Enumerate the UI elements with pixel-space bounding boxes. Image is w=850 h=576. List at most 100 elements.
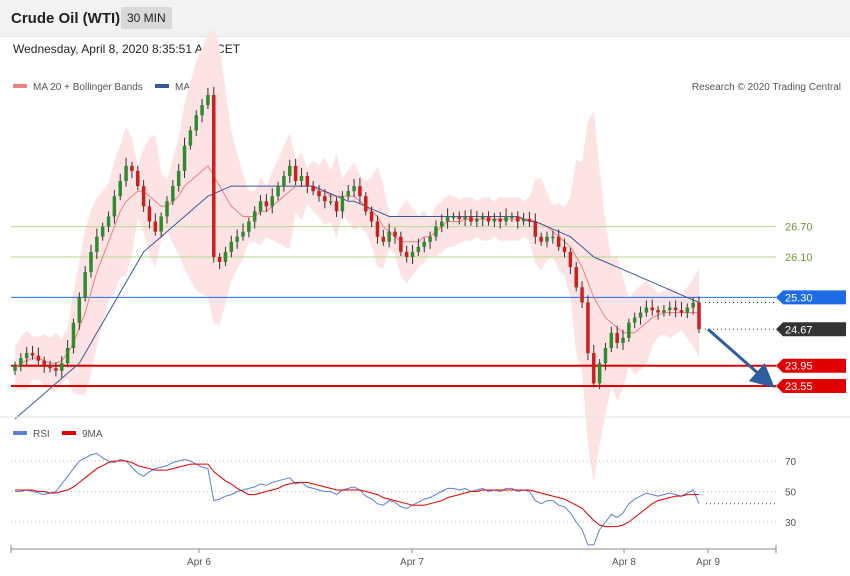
candle <box>328 193 333 206</box>
rsi-line <box>15 452 700 546</box>
candle <box>381 229 386 246</box>
candle <box>54 362 58 377</box>
candle <box>445 208 450 229</box>
level-label-2: 25.30 <box>785 292 813 304</box>
candle <box>299 167 304 187</box>
candle <box>346 185 350 201</box>
rsi-ma-line <box>15 460 699 528</box>
candle <box>136 165 140 191</box>
candle <box>223 246 228 267</box>
level-tag-5 <box>776 378 846 393</box>
candle <box>679 301 684 317</box>
candle <box>340 191 345 219</box>
candle <box>539 232 543 246</box>
rsi-panel: 70 50 30 <box>11 452 797 546</box>
candle <box>697 296 701 334</box>
x-tick-label: Apr 6 <box>187 557 211 568</box>
level-label-4: 23.95 <box>785 361 813 373</box>
candle <box>241 223 245 241</box>
candle <box>551 230 555 244</box>
candle <box>668 301 672 316</box>
candle <box>609 326 614 353</box>
candle <box>171 180 175 206</box>
forecast-arrow-line <box>707 328 775 388</box>
candle <box>358 178 362 204</box>
candle <box>188 126 193 150</box>
candle <box>527 211 532 228</box>
rsi-tick-label: 30 <box>785 518 797 529</box>
candle <box>317 185 321 202</box>
candle <box>369 206 374 228</box>
candle <box>19 353 23 372</box>
candle <box>247 217 251 238</box>
candle <box>685 303 690 319</box>
candlesticks <box>13 86 701 390</box>
candle <box>627 318 631 342</box>
interval-badge[interactable]: 30 MIN <box>121 7 172 29</box>
candle <box>60 356 64 378</box>
candle <box>106 211 111 233</box>
candle <box>252 206 257 229</box>
candle <box>422 237 426 253</box>
ma50-line <box>14 185 700 420</box>
candle <box>457 211 462 225</box>
level-tag-2 <box>776 290 846 305</box>
level-tag-3 <box>776 322 846 337</box>
candle <box>510 212 514 223</box>
candle <box>305 171 310 194</box>
forecast-arrow <box>707 328 775 388</box>
candle <box>264 194 269 212</box>
candle <box>24 347 29 366</box>
candle <box>83 266 87 302</box>
candle <box>200 99 204 123</box>
candle <box>288 159 292 184</box>
candle <box>662 305 666 317</box>
candle <box>36 347 41 367</box>
candle <box>691 297 695 315</box>
ma20-line <box>14 165 699 369</box>
candle <box>235 229 239 249</box>
candle <box>393 227 397 244</box>
candle <box>194 110 198 137</box>
candle <box>375 215 380 244</box>
candle <box>533 213 538 244</box>
candle <box>498 211 502 229</box>
candle <box>410 244 415 265</box>
moving-averages <box>14 165 700 420</box>
candle <box>176 163 181 192</box>
rsi-legend-label: RSI <box>33 429 50 440</box>
candle <box>130 161 134 179</box>
candle <box>71 318 76 354</box>
candle <box>486 211 491 226</box>
candle <box>118 173 122 201</box>
candle <box>95 228 99 259</box>
candle <box>270 188 274 214</box>
level-label-1: 26.10 <box>785 252 813 264</box>
candle <box>592 344 596 388</box>
candle <box>580 281 584 309</box>
candle <box>416 238 421 256</box>
candle <box>568 247 573 275</box>
candle <box>574 262 578 292</box>
candle <box>586 295 590 361</box>
candle <box>352 179 356 197</box>
timestamp: Wednesday, April 8, 2020 8:35:51 AM CET <box>13 42 241 56</box>
x-tick-label: Apr 9 <box>696 557 720 568</box>
candle <box>638 306 643 325</box>
rsi-ma-legend-label: 9MA <box>82 429 103 440</box>
candle <box>293 158 298 186</box>
level-label-3: 24.67 <box>785 324 813 336</box>
candle <box>182 137 187 179</box>
candle <box>516 211 520 229</box>
candle <box>42 356 46 373</box>
candle <box>521 212 526 226</box>
candle <box>434 220 438 241</box>
candle <box>480 212 485 227</box>
candle <box>159 212 163 238</box>
candle <box>656 306 660 320</box>
candle <box>77 292 82 330</box>
candle <box>334 197 339 217</box>
candle <box>311 181 315 196</box>
level-label-0: 26.70 <box>785 222 813 234</box>
